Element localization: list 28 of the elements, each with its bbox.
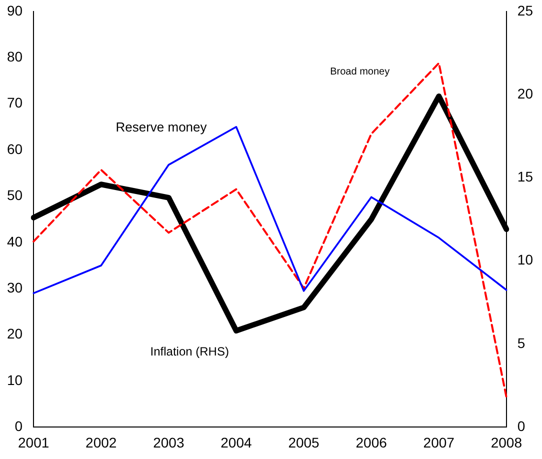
y-tick-label: 10 bbox=[6, 372, 23, 388]
x-tick-label: 2002 bbox=[86, 434, 117, 450]
y-tick-label: 20 bbox=[6, 326, 23, 342]
y-tick-label: 80 bbox=[6, 48, 23, 64]
y2-tick-label: 20 bbox=[517, 85, 534, 102]
y2-tick-label: 10 bbox=[517, 252, 534, 268]
x-tick-label: 2005 bbox=[288, 434, 320, 450]
x-tick-label: 2007 bbox=[423, 434, 455, 450]
x-tick-label: 2001 bbox=[18, 434, 50, 450]
y-tick-label: 30 bbox=[6, 279, 23, 296]
x-tick-label: 2006 bbox=[356, 434, 388, 450]
y-tick-label: 60 bbox=[6, 140, 23, 157]
y2-tick-label: 5 bbox=[517, 334, 526, 351]
y-tick-label: 0 bbox=[14, 418, 23, 434]
y2-tick-label: 15 bbox=[517, 168, 534, 185]
y-tick-label: 90 bbox=[6, 2, 23, 18]
y2-tick-label: 0 bbox=[517, 418, 526, 434]
series-label: Reserve money bbox=[116, 119, 208, 134]
y2-tick-label: 25 bbox=[517, 2, 534, 18]
y-tick-label: 70 bbox=[6, 94, 23, 111]
y-tick-label: 40 bbox=[6, 233, 23, 250]
series-label: Inflation (RHS) bbox=[150, 344, 229, 359]
x-tick-label: 2003 bbox=[153, 434, 184, 450]
x-tick-label: 2008 bbox=[490, 434, 522, 450]
text: Broad money bbox=[330, 66, 390, 78]
y-tick-label: 50 bbox=[6, 187, 23, 204]
x-tick-label: 2004 bbox=[220, 434, 252, 450]
line-series bbox=[32, 62, 508, 398]
